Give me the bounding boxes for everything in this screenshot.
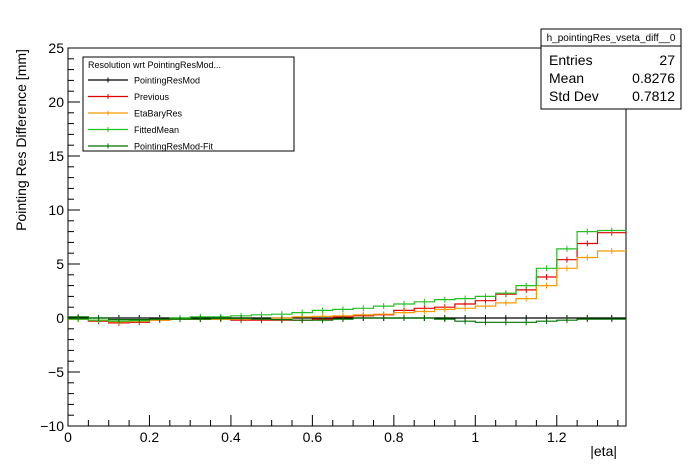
x-tick-label: 0.2	[140, 429, 160, 445]
y-axis: −10 −5 0 5 10 15 20 25	[40, 40, 80, 434]
series-fittedmean	[68, 227, 626, 325]
stats-frame	[540, 28, 682, 110]
y-tick-label: 10	[48, 202, 64, 218]
stats-stddev-value: 0.7812	[632, 88, 675, 104]
stats-entries-value: 27	[659, 52, 675, 68]
series-line	[68, 316, 626, 323]
x-tick-label: 1	[471, 429, 479, 445]
y-tick-label: 20	[48, 94, 64, 110]
series-etabaryres	[68, 248, 626, 325]
y-tick-label: 0	[56, 310, 64, 326]
legend-title: Resolution wrt PointingResMod...	[88, 60, 221, 70]
x-axis: 0 0.2 0.4 0.6 0.8 1 1.2	[64, 415, 619, 445]
series-line	[68, 250, 626, 323]
y-axis-label: Pointing Res Difference [mm]	[13, 49, 29, 231]
stats-title: h_pointingRes_vseta_diff__0	[547, 33, 676, 44]
y-tick-label: 5	[56, 256, 64, 272]
y-tick-label: 25	[48, 40, 64, 56]
stats-mean-label: Mean	[549, 70, 584, 86]
series-layer	[68, 227, 626, 326]
x-tick-label: 1.2	[547, 429, 567, 445]
legend-label: EtaBaryRes	[134, 109, 183, 119]
stats-stddev-label: Std Dev	[549, 88, 599, 104]
x-tick-label: 0.6	[303, 429, 323, 445]
legend-box	[82, 56, 295, 152]
legend-label: PointingResMod	[134, 76, 200, 86]
stats-entries-label: Entries	[549, 52, 593, 68]
x-tick-label: 0.8	[384, 429, 404, 445]
series-pointingresmod-fit	[68, 313, 626, 326]
series-line	[68, 229, 626, 322]
legend-label: PointingResMod-Fit	[134, 142, 214, 152]
legend-label: Previous	[134, 92, 170, 102]
plot-frame	[67, 47, 627, 427]
series-previous	[68, 229, 626, 326]
x-axis-label: |eta|	[590, 443, 617, 459]
legend-label: FittedMean	[134, 125, 179, 135]
y-tick-label: −10	[40, 418, 64, 434]
stats-box: h_pointingRes_vseta_diff__0 Entries 27 M…	[540, 28, 682, 110]
y-tick-label: 15	[48, 148, 64, 164]
x-tick-label: 0	[64, 429, 72, 445]
x-tick-label: 0.4	[221, 429, 241, 445]
legend: Resolution wrt PointingResMod... Pointin…	[82, 56, 295, 152]
stats-mean-value: 0.8276	[632, 70, 675, 86]
y-tick-label: −5	[48, 364, 64, 380]
